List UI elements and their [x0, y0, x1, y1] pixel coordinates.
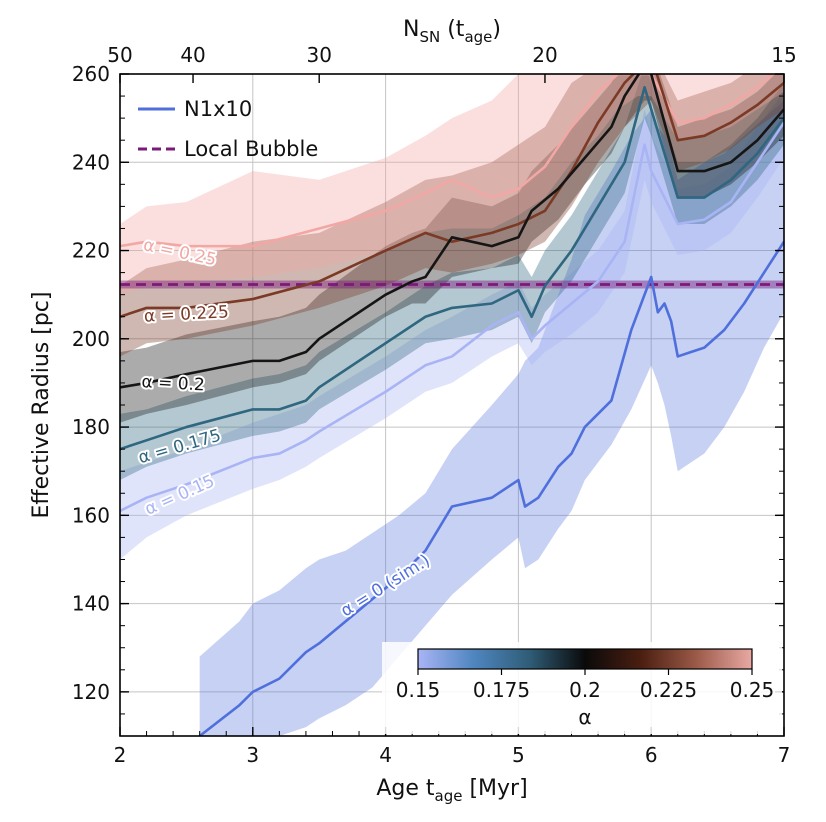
y-tick-label: 180: [72, 415, 110, 439]
x-tick-label: 5: [512, 743, 525, 767]
y-tick-label: 220: [72, 239, 110, 263]
colorbar-tick-label: 0.2: [569, 678, 601, 702]
legend: N1x10 Local Bubble: [138, 97, 318, 161]
x-tick-label: 7: [778, 743, 791, 767]
y-tick-label: 200: [72, 327, 110, 351]
series-line-alpha-0.175: [120, 85, 784, 451]
colorbar-tick-label: 0.175: [473, 678, 530, 702]
top-tick-label: 50: [107, 43, 132, 67]
colorbar-gradient: [417, 648, 753, 670]
top-axis-title: NSN (tage): [403, 17, 501, 46]
y-axis-title: Effective Radius [pc]: [29, 292, 54, 519]
band-alpha-0.15: [120, 91, 784, 560]
top-tick-label: 40: [180, 43, 205, 67]
local-bubble: [120, 280, 784, 289]
x-tick-label: 3: [246, 743, 259, 767]
colorbar: 0.15 0.175 0.2 0.225 0.25 α: [382, 642, 782, 734]
top-tick-label: 30: [306, 43, 331, 67]
colorbar-tick-label: 0.225: [640, 678, 697, 702]
series-lines: [120, 74, 784, 736]
top-tick-label: 15: [771, 43, 796, 67]
alpha-label-0.2: α = 0.2: [141, 372, 205, 395]
y-tick-label: 120: [72, 680, 110, 704]
colorbar-ticks: 0.15 0.175 0.2 0.225 0.25: [396, 669, 775, 702]
y-tick-label: 140: [72, 592, 110, 616]
top-tick-label: 20: [532, 43, 557, 67]
x-axis-title: Age tage [Myr]: [376, 776, 527, 805]
x-tick-label: 2: [114, 743, 127, 767]
series-line-alpha-0.25: [120, 74, 776, 248]
colorbar-label: α: [578, 705, 591, 729]
series-line-alpha-0: [198, 241, 784, 736]
legend-local-bubble-label: Local Bubble: [184, 137, 318, 161]
colorbar-tick-label: 0.15: [396, 678, 441, 702]
y-tick-label: 260: [72, 62, 110, 86]
colorbar-tick-label: 0.25: [730, 678, 775, 702]
y-tick-label: 240: [72, 150, 110, 174]
x-tick-label: 4: [379, 743, 392, 767]
legend-n1x10-label: N1x10: [184, 97, 252, 121]
local-bubble-band: [120, 280, 784, 289]
band-alpha-0.25: [120, 74, 784, 295]
y-tick-label: 160: [72, 503, 110, 527]
confidence-bands: [120, 74, 784, 736]
x-tick-label: 6: [645, 743, 658, 767]
series-line-alpha-0.225: [120, 74, 784, 318]
series-line-alpha-0.15: [120, 121, 784, 513]
band-alpha-0: [199, 100, 784, 736]
series-line-alpha-0.2: [120, 74, 784, 389]
band-alpha-0.2: [120, 74, 784, 423]
